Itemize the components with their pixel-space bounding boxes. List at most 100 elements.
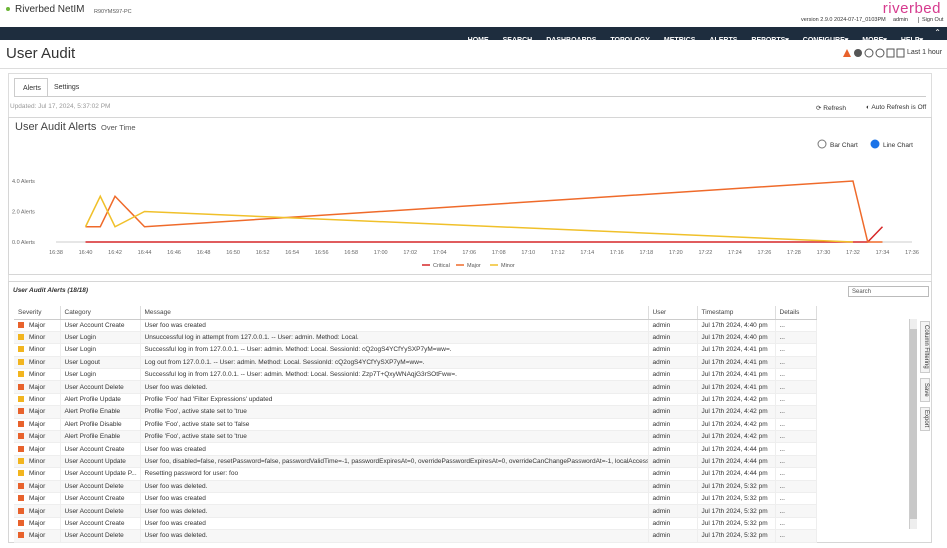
nav-item[interactable]: CONFIGURE▾ (802, 37, 849, 44)
legend-label: Major (467, 263, 481, 269)
auto-refresh[interactable]: ◐ Auto Refresh is Off (866, 104, 926, 111)
table-cell: User foo was created (140, 517, 649, 531)
table-row[interactable]: Minor User Login Unsuccessful log in attem… (14, 331, 817, 345)
scrollbar[interactable] (909, 319, 917, 529)
table-cell: User Account Create (60, 442, 141, 456)
x-tick-label: 17:00 (374, 250, 388, 256)
nav-item[interactable]: MORE▾ (862, 37, 887, 44)
severity-label: Minor (29, 470, 46, 478)
table-cell: admin (648, 504, 698, 518)
table-row[interactable]: Minor User Login Successful log in from 12… (14, 368, 817, 382)
table-cell: Successful log in from 127.0.0.1. -- Use… (140, 343, 649, 357)
x-tick-label: 17:16 (610, 250, 624, 256)
table-cell: admin (648, 480, 698, 493)
severity-label: Minor (29, 371, 46, 379)
side-tab[interactable]: Export (920, 407, 930, 431)
severity-icon (18, 371, 24, 378)
table-row[interactable]: Minor User Account Update User foo, disabl… (14, 455, 817, 469)
table-row[interactable]: Major User Account Delete User foo was del… (14, 480, 817, 493)
nav-item[interactable]: HOME (467, 37, 489, 44)
table-cell: Jul 17th 2024, 4:42 pm (697, 393, 776, 407)
toolbar-icons[interactable] (843, 48, 905, 58)
side-tab[interactable]: Column Filtering (920, 321, 930, 373)
table-cell: Profile 'Foo', active state set to 'true (140, 405, 649, 419)
table-row[interactable]: Major User Account Delete User foo was del… (14, 504, 817, 518)
chart-panel (8, 117, 932, 275)
table-cell: User Account Delete (60, 529, 141, 543)
table-row[interactable]: Major User Account Create User foo was cre… (14, 517, 817, 531)
table-row[interactable]: Major Alert Profile Enable Profile 'Foo', … (14, 405, 817, 419)
tab[interactable]: Settings (54, 84, 80, 91)
column-header[interactable]: Timestamp (697, 306, 776, 320)
table-cell: Major (14, 442, 61, 456)
table-row[interactable]: Major Alert Profile Disable Profile 'Foo',… (14, 418, 817, 432)
x-tick-label: 17:22 (698, 250, 712, 256)
table-head: Severity Category Message User Timestamp Deta… (14, 306, 817, 320)
table-cell: Minor (14, 455, 61, 469)
column-header[interactable]: User (648, 306, 698, 320)
nav-item[interactable]: HELP▾ (900, 37, 923, 44)
x-tick-label: 17:26 (758, 250, 772, 256)
severity-icon (18, 507, 24, 514)
column-header[interactable]: Message (140, 306, 649, 320)
table-row[interactable]: Major User Account Create User foo was cre… (14, 319, 817, 332)
table-cell: Alert Profile Disable (60, 418, 141, 432)
table-cell: ... (775, 319, 817, 332)
severity-icon (18, 433, 24, 440)
x-tick-label: 16:58 (344, 250, 358, 256)
column-header[interactable]: Severity (14, 306, 61, 320)
nav-item[interactable]: SEARCH (502, 37, 533, 44)
table-cell: ... (775, 492, 817, 506)
x-tick-label: 17:12 (551, 250, 565, 256)
scroll-thumb[interactable] (910, 329, 917, 519)
table-cell: ... (775, 455, 817, 469)
time-range[interactable]: Last 1 hour (907, 49, 943, 56)
table-row[interactable]: Minor User Logout Log out from 127.0.0.1. … (14, 356, 817, 370)
nav-item[interactable]: REPORTS▾ (751, 37, 789, 44)
table-row[interactable]: Major User Account Delete User foo was del… (14, 380, 817, 394)
chart-title: User Audit Alerts (15, 121, 97, 133)
column-header[interactable]: Category (60, 306, 141, 320)
tab-active[interactable]: Alerts (14, 78, 48, 97)
radio[interactable] (870, 139, 880, 149)
x-tick-label: 16:50 (226, 250, 240, 256)
severity-label: Major (29, 507, 46, 515)
radio-label[interactable]: Line Chart (883, 142, 913, 149)
table-cell: Profile 'Foo', active state set to 'true (140, 430, 649, 444)
collapse-icon[interactable]: ⌃ (934, 28, 941, 37)
table-cell: Major (14, 517, 61, 531)
severity-label: Minor (29, 346, 46, 354)
line-series (85, 180, 883, 243)
refresh[interactable]: ⟳ Refresh (816, 104, 846, 112)
severity-label: Major (29, 482, 46, 490)
radio[interactable] (817, 139, 827, 149)
nav-item[interactable]: TOPOLOGY (610, 37, 650, 44)
table-cell: Resetting password for user: foo (140, 467, 649, 481)
radio-label[interactable]: Bar Chart (830, 142, 858, 149)
table-cell: ... (775, 529, 817, 543)
column-header[interactable]: Details (775, 306, 817, 320)
severity-label: Major (29, 383, 46, 391)
tab-line (14, 96, 926, 97)
nav-item[interactable]: METRICS (663, 37, 696, 44)
table-row[interactable]: Minor Alert Profile Update Profile 'Foo' h… (14, 393, 817, 407)
y-tick-label: 0.0 Alerts (12, 240, 35, 246)
side-tab[interactable]: Save (920, 378, 930, 402)
x-tick-label: 17:34 (876, 250, 890, 256)
table-row[interactable]: Major User Account Delete User foo was del… (14, 529, 817, 543)
table-row[interactable]: Minor User Login Successful log in from 12… (14, 343, 817, 357)
table-cell: admin (648, 529, 698, 543)
table-cell: Jul 17th 2024, 4:42 pm (697, 430, 776, 444)
x-tick-label: 17:28 (787, 250, 801, 256)
nav-item[interactable]: ALERTS (709, 37, 738, 44)
nav-item[interactable]: DASHBOARDS (546, 37, 597, 44)
table-row[interactable]: Major Alert Profile Enable Profile 'Foo', … (14, 430, 817, 444)
table-row[interactable]: Major User Account Create User foo was cre… (14, 442, 817, 456)
search-box[interactable]: Search (848, 286, 929, 297)
x-tick-label: 16:42 (108, 250, 122, 256)
table-row[interactable]: Minor User Account Update P... Resetting p… (14, 467, 817, 481)
sign-out[interactable]: Sign Out (918, 17, 943, 23)
table-row[interactable]: Major User Account Create User foo was cre… (14, 492, 817, 506)
table-cell: Jul 17th 2024, 5:32 pm (697, 492, 776, 506)
table-cell: admin (648, 418, 698, 432)
